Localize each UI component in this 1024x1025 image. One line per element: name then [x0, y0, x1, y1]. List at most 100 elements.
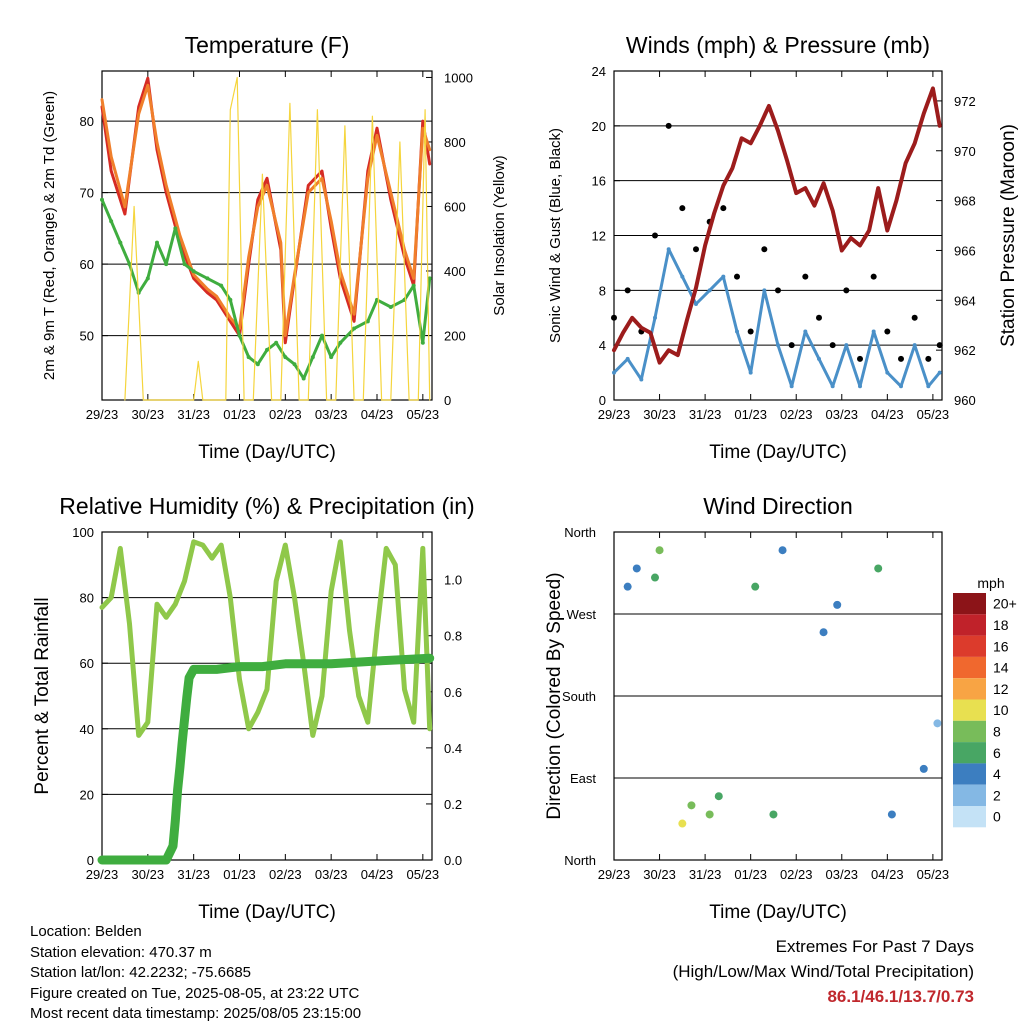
2m-td-point — [320, 333, 324, 338]
x-tick-label: 31/23 — [689, 867, 722, 882]
legend-label: 4 — [993, 766, 1001, 782]
y-tick-label: East — [570, 771, 596, 786]
gust-point — [936, 342, 943, 349]
x-tick-label: 04/23 — [361, 407, 394, 422]
x-tick-label: 04/23 — [361, 867, 394, 882]
y-tick-label: 70 — [80, 186, 94, 201]
9m-t-line — [100, 83, 432, 338]
2m-td-point — [155, 240, 159, 245]
y-tick-label-right: 1000 — [444, 70, 473, 85]
gust-point — [857, 355, 863, 362]
wind-direction-point — [714, 792, 723, 801]
wind-direction-point — [655, 546, 664, 555]
station-info: Location: Belden Station elevation: 470.… — [30, 922, 361, 1025]
y-tick-label: 24 — [592, 64, 606, 79]
2m-td-point — [255, 362, 260, 367]
y-tick-label-right: 600 — [444, 199, 466, 214]
legend-label: 14 — [993, 660, 1009, 676]
2m-td-point — [265, 347, 269, 352]
y-tick-label-right: 0.4 — [444, 741, 462, 756]
plot-frame — [101, 531, 433, 861]
x-tick-label: 05/23 — [917, 407, 950, 422]
wind-direction-point — [833, 600, 842, 609]
y-tick-label-right: 0.2 — [444, 797, 462, 812]
y-tick-label: 0 — [599, 393, 606, 408]
station-pressure-line — [612, 86, 942, 365]
2m-t-line — [100, 76, 432, 345]
y-tick-label: 20 — [592, 119, 606, 134]
legend-swatch — [953, 806, 986, 828]
y-tick-label: 80 — [80, 114, 94, 129]
2m-td-point — [191, 269, 196, 274]
y-tick-label-right: 960 — [954, 393, 976, 408]
legend-label: 0 — [993, 809, 1001, 825]
x-tick-label: 01/23 — [734, 407, 767, 422]
gust-point — [747, 328, 754, 335]
chart-title: Winds (mph) & Pressure (mb) — [626, 32, 930, 58]
gust-point — [611, 314, 617, 321]
wind-direction-chart: Wind Direction 29/23 30/23 31/23 01/23 02/23 0… — [544, 493, 1017, 923]
2m-td-point — [301, 376, 306, 381]
chart-title: Temperature (F) — [185, 32, 350, 58]
sonic-wind-point — [776, 343, 780, 348]
sonic-wind-point — [937, 370, 942, 375]
sonic-wind-point — [844, 343, 849, 348]
x-tick-label: 30/23 — [643, 867, 676, 882]
gust-point — [911, 314, 918, 321]
sonic-wind-point — [858, 384, 862, 389]
humidity-precipitation-chart: Relative Humidity (%) & Precipitation (i… — [32, 493, 475, 923]
station-location: Location: Belden — [30, 923, 142, 940]
x-axis-label: Time (Day/UTC) — [709, 442, 847, 463]
y-tick-label-right: 400 — [444, 264, 466, 279]
x-tick-label: 31/23 — [689, 407, 722, 422]
sonic-wind-point — [694, 302, 698, 307]
y-tick-label: 0 — [87, 853, 94, 868]
y-axis-label-right: Solar Insolation (Yellow) — [491, 155, 508, 315]
legend-label: 16 — [993, 638, 1009, 654]
y-tick-label: 16 — [592, 174, 606, 189]
2m-td-point — [127, 262, 132, 267]
y-tick-label-right: 964 — [954, 293, 976, 308]
wind-direction-point — [687, 801, 696, 810]
2m-td-point — [164, 262, 169, 267]
sonic-wind-point — [885, 370, 890, 375]
x-tick-label: 31/23 — [177, 407, 210, 422]
gust-point — [665, 122, 672, 129]
gust-point — [816, 314, 822, 321]
x-tick-label: 02/23 — [780, 407, 813, 422]
wind-direction-point — [933, 719, 942, 728]
wind-direction-point — [778, 546, 787, 555]
legend-swatch — [953, 614, 986, 636]
extremes-title: Extremes For Past 7 Days — [775, 937, 974, 956]
gust-point — [624, 287, 631, 294]
sonic-wind-point — [748, 370, 753, 375]
gust-point — [788, 342, 795, 349]
wind-direction-point — [874, 564, 883, 573]
2m-td-line — [100, 198, 432, 380]
sonic-wind-point — [735, 329, 739, 334]
station-latlon: Station lat/lon: 42.2232; -75.6685 — [30, 964, 252, 981]
gust-point — [734, 273, 740, 280]
y-tick-label: West — [567, 607, 597, 622]
y-tick-label: North — [564, 525, 596, 540]
x-tick-label: 03/23 — [315, 867, 348, 882]
sonic-wind-point — [721, 274, 726, 279]
x-axis-label: Time (Day/UTC) — [198, 902, 336, 923]
sonic-wind-point — [762, 288, 767, 293]
2m-td-point — [274, 340, 279, 345]
x-tick-label: 02/23 — [780, 867, 813, 882]
2m-td-point — [246, 355, 251, 360]
gust-point — [679, 205, 686, 212]
legend-swatch — [953, 742, 986, 764]
legend-swatch — [953, 635, 986, 657]
chart-title: Relative Humidity (%) & Precipitation (i… — [59, 493, 474, 519]
sonic-wind-point — [680, 274, 685, 279]
x-tick-label: 05/23 — [407, 867, 440, 882]
x-tick-label: 04/23 — [871, 407, 904, 422]
gust-point — [720, 205, 727, 212]
gust-point — [898, 355, 904, 362]
y-tick-label: 8 — [599, 283, 606, 298]
x-tick-label: 01/23 — [223, 407, 256, 422]
gust-point — [775, 287, 781, 294]
gust-point — [693, 246, 699, 253]
